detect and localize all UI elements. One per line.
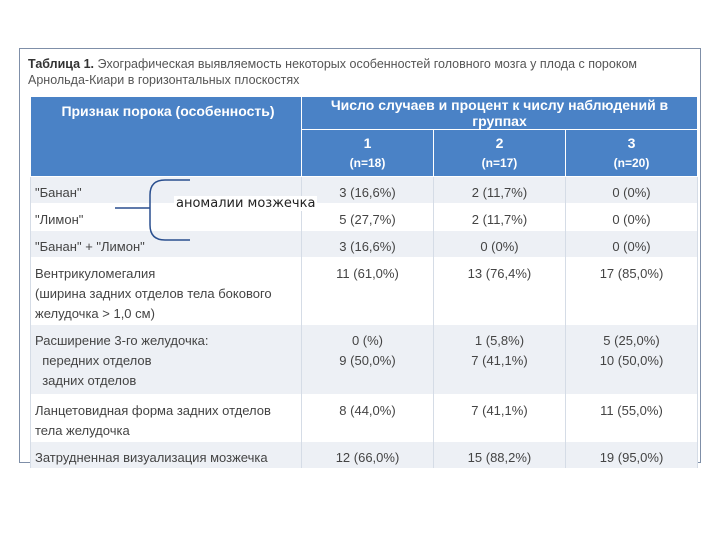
header-group-1: 1 (n=18) [301, 129, 434, 177]
row-label: Расширение 3-го желудочка: передних отде… [30, 324, 302, 395]
cell-group-3: 0 (0%) [564, 230, 699, 258]
table-caption: Таблица 1. Эхографическая выявляемость н… [28, 56, 696, 88]
cell-group-1: 3 (16,6%) [301, 176, 434, 204]
caption-label: Таблица 1. [28, 57, 94, 71]
cell-group-2: 2 (11,7%) [432, 203, 566, 231]
cell-group-1: 3 (16,6%) [301, 230, 434, 258]
cell-group-2: 15 (88,2%) [432, 441, 566, 468]
row-label: Ланцетовидная форма задних отделов тела ж… [30, 394, 302, 442]
cell-group-2: 0 (0%) [432, 230, 566, 258]
row-label: Вентрикуломегалия (ширина задних отделов … [30, 257, 302, 325]
header-groups: Число случаев и процент к числу наблюден… [301, 96, 698, 130]
cell-group-1: 5 (27,7%) [301, 203, 434, 231]
cell-group-3: 19 (95,0%) [564, 441, 699, 468]
table-row: "Банан" 3 (16,6%) 2 (11,7%) 0 (0%) [30, 176, 699, 204]
cell-group-3: 17 (85,0%) [564, 257, 699, 325]
cell-group-2: 2 (11,7%) [432, 176, 566, 204]
table-row: Расширение 3-го желудочка: передних отде… [30, 324, 699, 395]
table-row: "Лимон" 5 (27,7%) 2 (11,7%) 0 (0%) [30, 203, 699, 231]
annotation-label: аномалии мозжечка [174, 196, 318, 211]
caption-text: Эхографическая выявляемость некоторых ос… [28, 57, 637, 87]
cell-group-2: 7 (41,1%) [432, 394, 566, 442]
cell-group-1: 11 (61,0%) [301, 257, 434, 325]
cell-group-3: 0 (0%) [564, 176, 699, 204]
cell-group-2: 1 (5,8%) 7 (41,1%) [432, 324, 566, 395]
cell-group-3: 11 (55,0%) [564, 394, 699, 442]
header-feature: Признак порока (особенность) [30, 96, 302, 177]
cell-group-1: 0 (%) 9 (50,0%) [301, 324, 434, 395]
table-row: Ланцетовидная форма задних отделов тела ж… [30, 394, 699, 442]
data-table: Признак порока (особенность) Число случа… [30, 96, 699, 468]
cell-group-1: 12 (66,0%) [301, 441, 434, 468]
cell-group-3: 5 (25,0%) 10 (50,0%) [564, 324, 699, 395]
cell-group-1: 8 (44,0%) [301, 394, 434, 442]
cell-group-2: 13 (76,4%) [432, 257, 566, 325]
header-group-3: 3 (n=20) [564, 129, 699, 177]
row-label: Затрудненная визуализация мозжечка [30, 441, 302, 468]
cell-group-3: 0 (0%) [564, 203, 699, 231]
table-row: Вентрикуломегалия (ширина задних отделов … [30, 257, 699, 325]
table-row: Затрудненная визуализация мозжечка 12 (66… [30, 441, 699, 468]
header-group-2: 2 (n=17) [432, 129, 566, 177]
table-row: "Банан" + "Лимон" 3 (16,6%) 0 (0%) 0 (0%) [30, 230, 699, 258]
row-label: "Банан" + "Лимон" [30, 230, 302, 258]
